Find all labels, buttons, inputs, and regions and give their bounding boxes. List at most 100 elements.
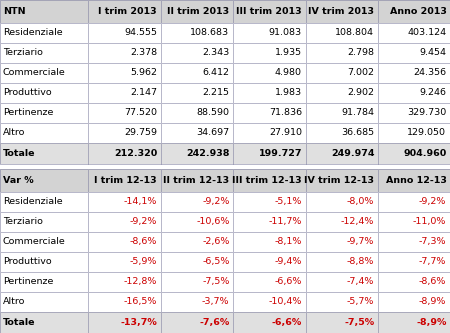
Bar bbox=[161, 23, 233, 43]
Bar bbox=[88, 312, 161, 333]
Bar bbox=[233, 0, 306, 23]
Bar bbox=[233, 212, 306, 232]
Text: 4.980: 4.980 bbox=[275, 68, 302, 77]
Text: -2,6%: -2,6% bbox=[202, 237, 230, 246]
Bar bbox=[0, 252, 88, 272]
Bar bbox=[378, 143, 450, 164]
Bar bbox=[88, 252, 161, 272]
Text: 6.412: 6.412 bbox=[202, 68, 230, 77]
Bar bbox=[378, 123, 450, 143]
Bar bbox=[161, 23, 233, 43]
Bar bbox=[378, 169, 450, 192]
Bar bbox=[0, 83, 88, 103]
Text: -12,4%: -12,4% bbox=[341, 217, 374, 226]
Bar bbox=[161, 143, 233, 164]
Text: Residenziale: Residenziale bbox=[3, 28, 62, 37]
Bar bbox=[88, 83, 161, 103]
Text: -8,6%: -8,6% bbox=[130, 237, 157, 246]
Bar bbox=[161, 272, 233, 292]
Text: Produttivo: Produttivo bbox=[3, 88, 51, 97]
Text: Totale: Totale bbox=[3, 318, 35, 327]
Bar bbox=[233, 43, 306, 63]
Text: 34.697: 34.697 bbox=[196, 128, 230, 137]
Text: Altro: Altro bbox=[3, 297, 25, 306]
Bar bbox=[161, 103, 233, 123]
Text: III trim 2013: III trim 2013 bbox=[236, 7, 302, 16]
Bar bbox=[378, 103, 450, 123]
Bar bbox=[306, 212, 378, 232]
Bar bbox=[88, 169, 161, 192]
Bar bbox=[233, 43, 306, 63]
Bar bbox=[306, 272, 378, 292]
Bar bbox=[88, 23, 161, 43]
Bar bbox=[161, 103, 233, 123]
Bar bbox=[233, 83, 306, 103]
Bar bbox=[233, 212, 306, 232]
Text: 2.378: 2.378 bbox=[130, 48, 157, 57]
Bar bbox=[88, 272, 161, 292]
Text: Totale: Totale bbox=[3, 149, 35, 158]
Bar bbox=[233, 252, 306, 272]
Text: 249.974: 249.974 bbox=[331, 149, 374, 158]
Text: Pertinenze: Pertinenze bbox=[3, 277, 53, 286]
Text: -8,9%: -8,9% bbox=[419, 297, 446, 306]
Bar bbox=[233, 143, 306, 164]
Bar bbox=[88, 212, 161, 232]
Bar bbox=[0, 212, 88, 232]
Text: 2.147: 2.147 bbox=[130, 88, 157, 97]
Text: -6,6%: -6,6% bbox=[272, 318, 302, 327]
Bar bbox=[0, 63, 88, 83]
Bar bbox=[306, 103, 378, 123]
Text: 1.935: 1.935 bbox=[275, 48, 302, 57]
Bar bbox=[378, 192, 450, 212]
Text: Residenziale: Residenziale bbox=[3, 197, 62, 206]
Bar bbox=[378, 312, 450, 333]
Bar bbox=[306, 23, 378, 43]
Bar bbox=[233, 103, 306, 123]
Bar bbox=[0, 292, 88, 312]
Bar bbox=[378, 43, 450, 63]
Text: 88.590: 88.590 bbox=[197, 108, 230, 117]
Bar bbox=[161, 63, 233, 83]
Bar bbox=[88, 292, 161, 312]
Text: IV trim 12-13: IV trim 12-13 bbox=[304, 176, 374, 185]
Bar bbox=[378, 272, 450, 292]
Bar bbox=[88, 192, 161, 212]
Bar bbox=[233, 0, 306, 23]
Text: 129.050: 129.050 bbox=[407, 128, 446, 137]
Text: -7,7%: -7,7% bbox=[419, 257, 446, 266]
Bar bbox=[233, 232, 306, 252]
Bar bbox=[161, 43, 233, 63]
Bar bbox=[0, 272, 88, 292]
Bar bbox=[161, 83, 233, 103]
Text: 329.730: 329.730 bbox=[407, 108, 446, 117]
Bar bbox=[0, 43, 88, 63]
Bar bbox=[161, 312, 233, 333]
Bar bbox=[306, 0, 378, 23]
Bar bbox=[233, 312, 306, 333]
Text: -6,6%: -6,6% bbox=[274, 277, 302, 286]
Bar bbox=[306, 23, 378, 43]
Bar bbox=[306, 232, 378, 252]
Bar bbox=[88, 103, 161, 123]
Bar bbox=[0, 123, 88, 143]
Bar bbox=[161, 212, 233, 232]
Bar bbox=[306, 83, 378, 103]
Text: II trim 2013: II trim 2013 bbox=[167, 7, 230, 16]
Text: 36.685: 36.685 bbox=[341, 128, 374, 137]
Bar bbox=[233, 272, 306, 292]
Bar bbox=[88, 143, 161, 164]
Bar bbox=[378, 83, 450, 103]
Text: -10,6%: -10,6% bbox=[196, 217, 230, 226]
Bar bbox=[306, 0, 378, 23]
Text: -3,7%: -3,7% bbox=[202, 297, 230, 306]
Bar bbox=[306, 212, 378, 232]
Bar bbox=[233, 143, 306, 164]
Text: 2.215: 2.215 bbox=[202, 88, 230, 97]
Bar bbox=[233, 63, 306, 83]
Text: Altro: Altro bbox=[3, 128, 25, 137]
Text: I trim 12-13: I trim 12-13 bbox=[94, 176, 157, 185]
Text: 212.320: 212.320 bbox=[114, 149, 157, 158]
Text: 108.804: 108.804 bbox=[335, 28, 374, 37]
Bar bbox=[233, 252, 306, 272]
